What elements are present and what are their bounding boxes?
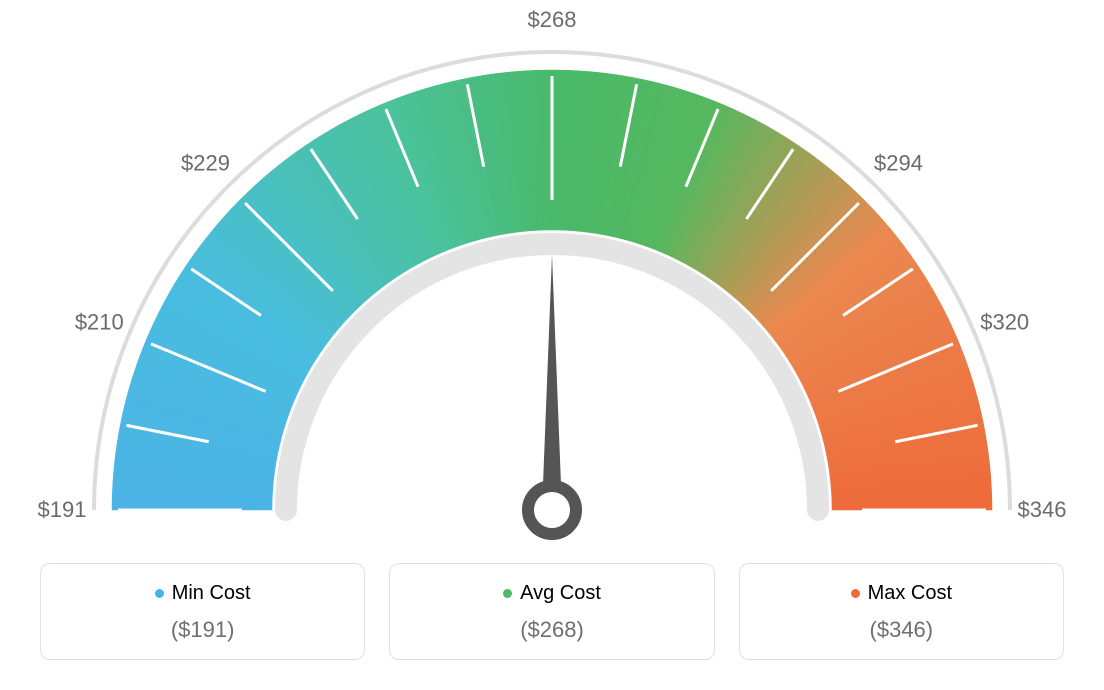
gauge-label: $294 — [874, 151, 923, 176]
gauge-needle-hub — [528, 486, 576, 534]
legend-label-min: Min Cost — [172, 582, 251, 605]
legend-card-min: Min Cost ($191) — [40, 563, 365, 660]
gauge-label: $346 — [1018, 497, 1067, 522]
gauge-label: $320 — [980, 309, 1029, 334]
legend-dot-min — [155, 589, 164, 598]
gauge-label: $210 — [75, 309, 124, 334]
legend-row: Min Cost ($191) Avg Cost ($268) Max Cost… — [0, 563, 1104, 660]
legend-label-max: Max Cost — [868, 582, 952, 605]
legend-card-max: Max Cost ($346) — [739, 563, 1064, 660]
legend-dot-avg — [503, 589, 512, 598]
legend-label-avg: Avg Cost — [520, 582, 601, 605]
legend-dot-max — [851, 589, 860, 598]
cost-gauge: $191 $210 $229 $268 $294 $320 $346 — [0, 0, 1104, 560]
gauge-needle — [542, 255, 562, 510]
gauge-label: $268 — [528, 7, 577, 32]
legend-card-avg: Avg Cost ($268) — [389, 563, 714, 660]
legend-value-min: ($191) — [49, 617, 356, 643]
gauge-label: $229 — [181, 151, 230, 176]
gauge-label: $191 — [38, 497, 87, 522]
legend-value-avg: ($268) — [398, 617, 705, 643]
legend-value-max: ($346) — [748, 617, 1055, 643]
